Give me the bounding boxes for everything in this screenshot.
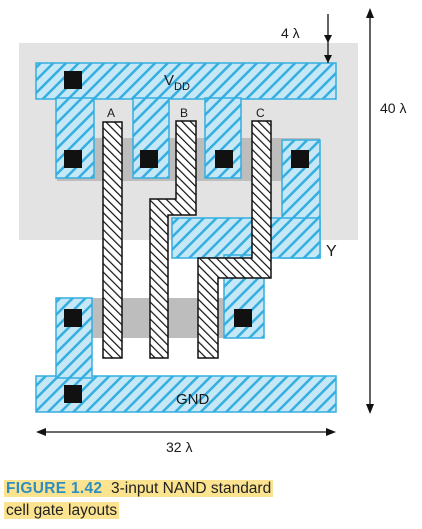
vdd-metal — [35, 62, 337, 179]
caption-text-line1: 3-input NAND standard — [110, 480, 272, 497]
poly-gate-b — [149, 120, 197, 359]
gnd-metal — [35, 297, 337, 413]
poly-gates — [102, 120, 272, 359]
dim-width-label: 32 λ — [166, 439, 192, 455]
input-b-label: B — [180, 106, 188, 120]
poly-gate-c — [197, 120, 272, 359]
pmos-contact-2 — [140, 150, 158, 168]
caption-text-line2: cell gate layouts — [6, 502, 118, 519]
gnd-rail-contact — [64, 385, 82, 403]
dim-top-margin — [324, 14, 332, 63]
vdd-rail-contact — [64, 71, 82, 89]
input-c-label: C — [256, 106, 265, 120]
figure-id: FIGURE 1.42 — [6, 480, 103, 497]
figure-caption: FIGURE 1.42 3-input NAND standard cell g… — [4, 478, 418, 522]
dim-height — [366, 8, 374, 414]
output-y-label: Y — [326, 243, 337, 260]
nmos-contact-gnd — [64, 309, 82, 327]
dim-height-label: 40 λ — [380, 100, 406, 116]
pmos-contact-4 — [291, 150, 309, 168]
pmos-contact-1 — [64, 150, 82, 168]
gnd-label: GND — [176, 391, 210, 408]
pmos-contact-3 — [215, 150, 233, 168]
caption-line2-highlight: cell gate layouts — [4, 502, 120, 519]
dim-width — [36, 428, 336, 436]
vdd-label: VDD — [164, 72, 190, 93]
poly-gate-a — [102, 121, 123, 359]
input-a-label: A — [107, 106, 115, 120]
dim-top-margin-label: 4 λ — [281, 25, 300, 41]
contacts — [64, 71, 309, 403]
nmos-contact-out — [234, 309, 252, 327]
caption-line1-highlight: FIGURE 1.42 3-input NAND standard — [4, 480, 274, 497]
